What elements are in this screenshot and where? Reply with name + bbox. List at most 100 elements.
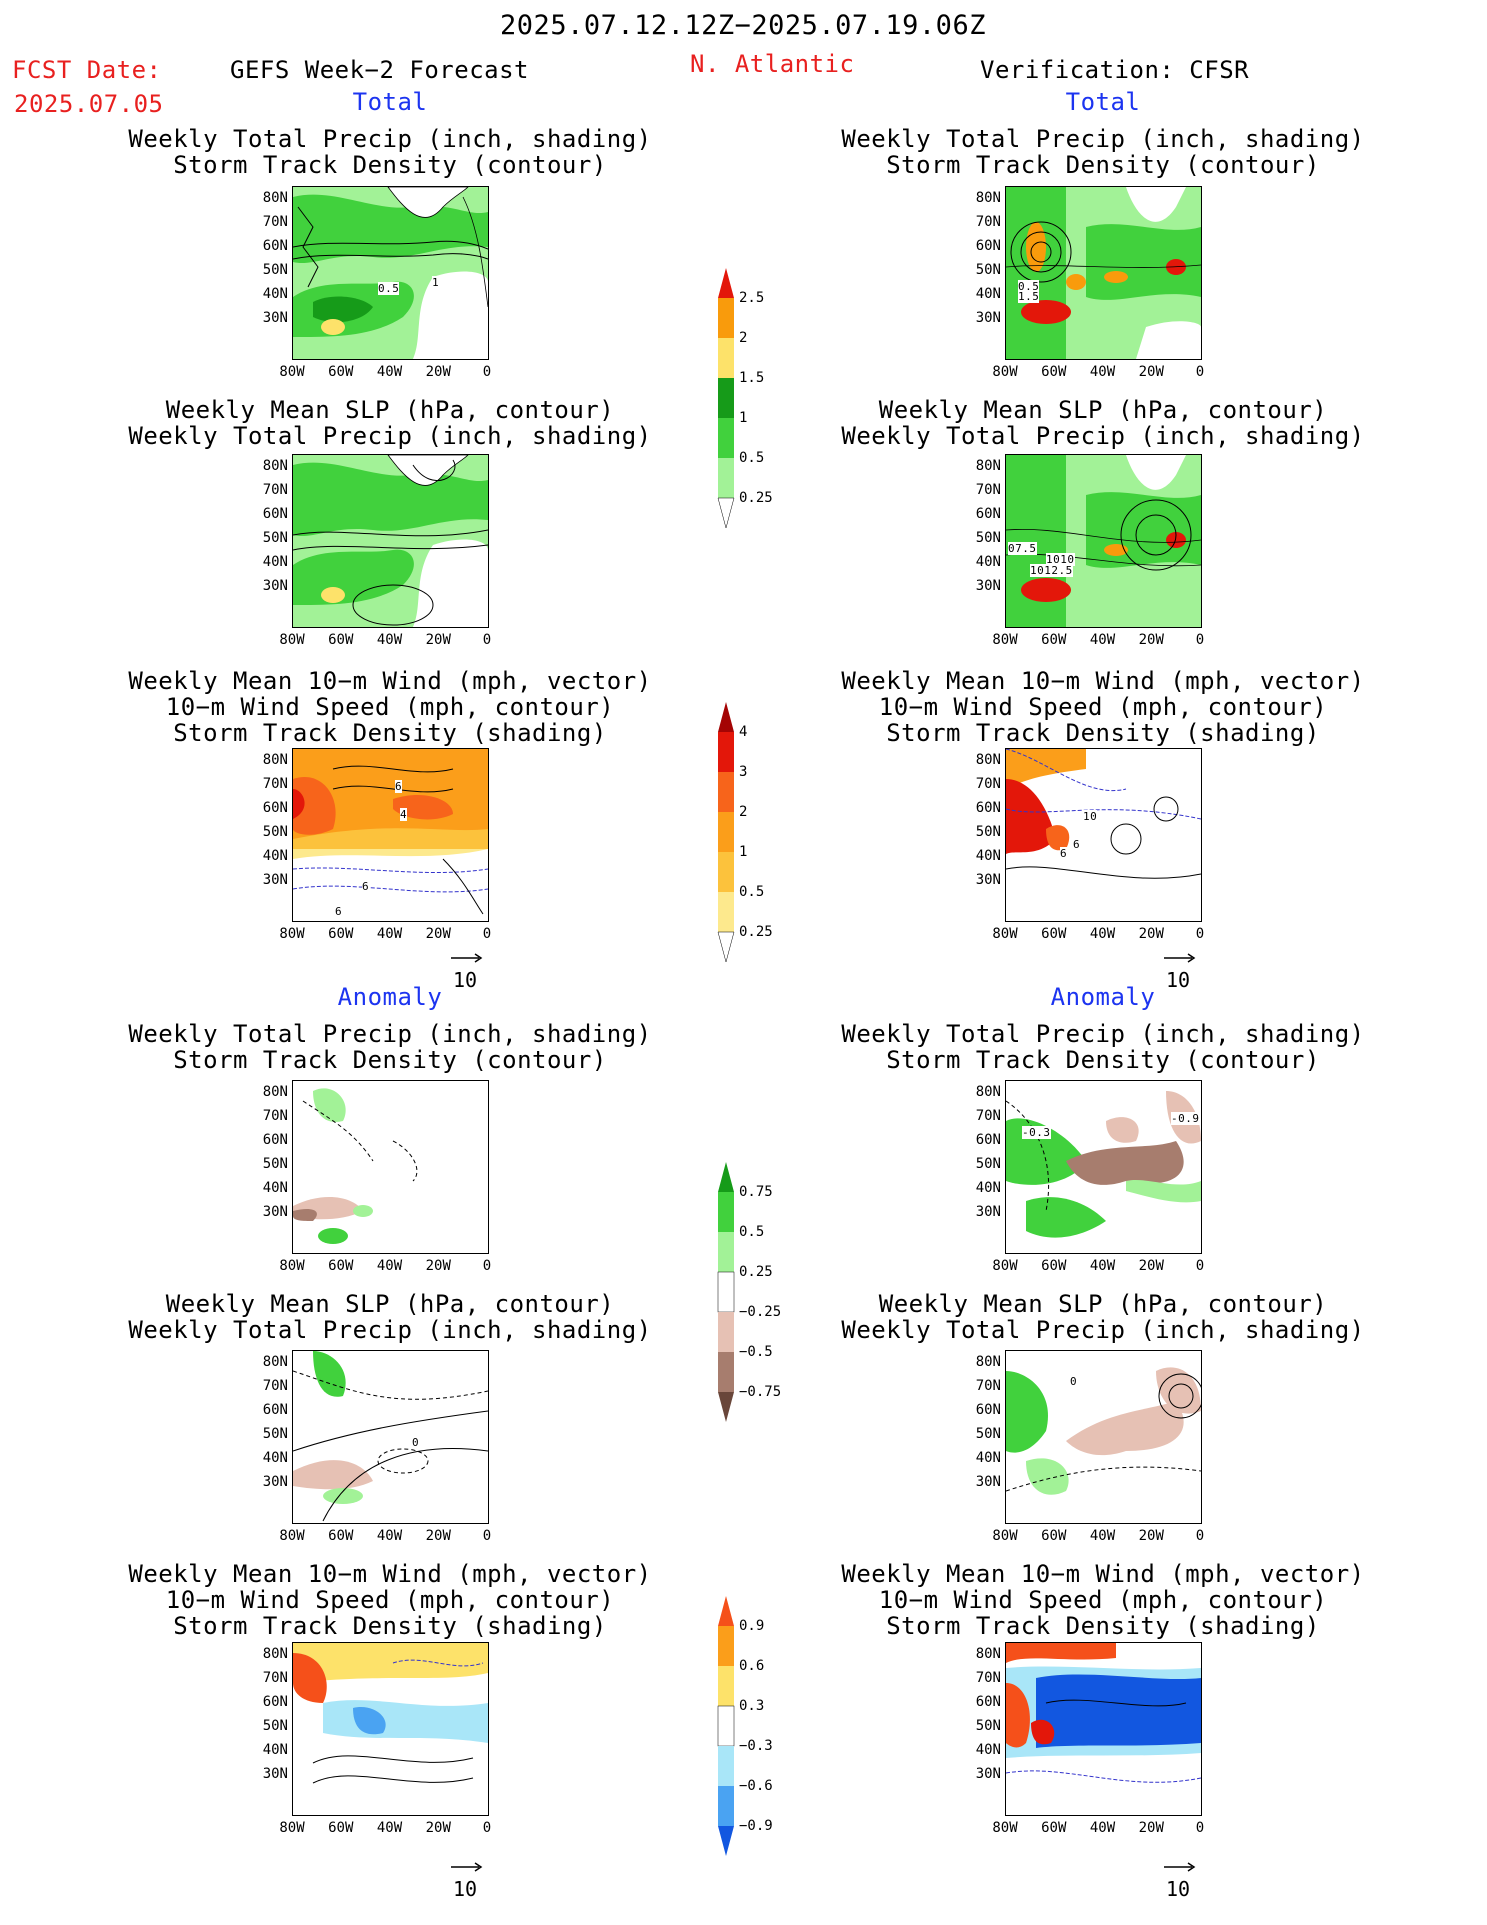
colorbar-track-anom: 0.9 0.6 0.3 −0.3 −0.6 −0.9 <box>717 1596 797 1882</box>
map-total-fc-wind <box>292 748 489 922</box>
lat-tick-label: 80N <box>262 1354 288 1371</box>
lat-tick-label: 50N <box>975 824 1001 841</box>
lon-tick-label: 60W <box>1041 632 1067 648</box>
colorbar-swatch <box>718 1826 734 1856</box>
colorbar-swatch <box>718 1232 734 1272</box>
lat-tick-label: 60N <box>262 1402 288 1419</box>
colorbar-label: 0.6 <box>739 1658 765 1674</box>
colorbar-precip-anom: 0.75 0.5 0.25 −0.25 −0.5 −0.75 <box>717 1162 797 1448</box>
lon-tick-label: 0 <box>482 1528 492 1544</box>
contour-label: 1010 <box>1046 553 1075 566</box>
lon-tick-label: 60W <box>328 632 354 648</box>
lat-tick-label: 50N <box>262 530 288 547</box>
title-total-vf-wind: Weekly Mean 10−m Wind (mph, vector) 10−m… <box>841 667 1365 747</box>
lon-tick-label: 0 <box>1195 1820 1205 1836</box>
colorbar-swatch <box>718 1626 734 1666</box>
lat-tick-label: 40N <box>262 848 288 865</box>
lon-tick-label: 40W <box>376 364 403 380</box>
colorbar-swatch <box>717 497 735 529</box>
lon-tick-label: 20W <box>1138 632 1164 648</box>
lat-tick-label: 60N <box>975 800 1001 817</box>
contour-label: 1012.5 <box>1030 564 1073 577</box>
lon-tick-label: 60W <box>328 1258 354 1274</box>
lat-tick-label: 30N <box>262 872 288 889</box>
lat-tick-label: 60N <box>262 800 288 817</box>
lon-tick-label: 20W <box>1138 364 1164 380</box>
lat-tick-label: 70N <box>975 482 1001 499</box>
colorbar-swatch <box>718 1352 734 1392</box>
lat-tick-label: 80N <box>262 1646 288 1663</box>
colorbar-swatch <box>718 702 734 732</box>
lon-tick-label: 80W <box>992 1820 1018 1836</box>
fcst-date-label: FCST Date: <box>12 56 162 84</box>
map-anom-vf-precip <box>1005 1080 1202 1254</box>
lon-tick-label: 0 <box>482 1258 492 1274</box>
section-total-right: Total <box>1065 88 1141 116</box>
colorbar-swatch <box>718 268 734 298</box>
lat-tick-label: 70N <box>975 1108 1001 1125</box>
colorbar-label: 0.9 <box>739 1618 765 1634</box>
title-anom-fc-wind: Weekly Mean 10−m Wind (mph, vector) 10−m… <box>128 1560 652 1640</box>
section-anomaly-right: Anomaly <box>1050 983 1156 1011</box>
lat-tick-label: 40N <box>975 1450 1001 1467</box>
lat-tick-label: 50N <box>975 1718 1001 1735</box>
lon-tick-label: 40W <box>1089 1258 1116 1274</box>
lat-tick-label: 50N <box>262 824 288 841</box>
contour-label: 6 <box>1060 847 1068 860</box>
contour-label: 6 <box>362 880 370 893</box>
vector-ref-value: 10 <box>453 968 478 992</box>
colorbar-swatch <box>718 338 734 378</box>
lon-tick-label: 20W <box>425 1258 451 1274</box>
lon-tick-label: 80W <box>992 1528 1018 1544</box>
colorbar-swatch <box>718 1746 734 1786</box>
lat-tick-label: 40N <box>975 1742 1001 1759</box>
title-anom-vf-slp: Weekly Mean SLP (hPa, contour) Weekly To… <box>841 1290 1365 1344</box>
colorbar-swatch <box>717 1705 735 1747</box>
contour-label: 6 <box>335 905 343 918</box>
lon-tick-label: 20W <box>1138 1528 1164 1544</box>
colorbar-swatch <box>718 892 734 932</box>
lon-tick-label: 0 <box>1195 364 1205 380</box>
lon-tick-label: 80W <box>279 926 305 942</box>
contour-label: -0.3 <box>1022 1126 1051 1139</box>
lon-tick-label: 40W <box>376 1528 403 1544</box>
colorbar-label: 0.25 <box>739 490 773 506</box>
lat-tick-label: 80N <box>262 1084 288 1101</box>
lon-tick-label: 20W <box>425 1820 451 1836</box>
lon-tick-label: 20W <box>425 926 451 942</box>
colorbar-label: −0.75 <box>739 1384 782 1400</box>
lon-tick-label: 20W <box>1138 1820 1164 1836</box>
colorbar-swatch <box>718 298 734 338</box>
lat-tick-label: 30N <box>975 578 1001 595</box>
lat-tick-label: 40N <box>262 286 288 303</box>
lon-tick-label: 0 <box>1195 1258 1205 1274</box>
lon-tick-label: 0 <box>482 1820 492 1836</box>
lat-tick-label: 60N <box>262 238 288 255</box>
lat-tick-label: 40N <box>975 286 1001 303</box>
colorbar-swatch <box>717 1271 735 1313</box>
colorbar-label: 2 <box>739 804 748 820</box>
lat-tick-label: 80N <box>975 190 1001 207</box>
colorbar-label: 0.25 <box>739 924 773 940</box>
title-total-vf-precip: Weekly Total Precip (inch, shading) Stor… <box>841 125 1365 179</box>
map-anom-fc-precip <box>292 1080 489 1254</box>
colorbar-label: −0.9 <box>739 1818 773 1834</box>
colorbar-svg <box>717 1162 735 1422</box>
lat-tick-label: 70N <box>262 1378 288 1395</box>
lon-tick-label: 60W <box>328 1528 354 1544</box>
period-title: 2025.07.12.12Z−2025.07.19.06Z <box>500 10 986 41</box>
lat-tick-label: 60N <box>975 238 1001 255</box>
map-anom-fc-wind <box>292 1642 489 1816</box>
lon-tick-label: 80W <box>992 632 1018 648</box>
colorbar-precip-total: 2.5 2 1.5 1 0.5 0.25 <box>717 268 797 554</box>
vector-ref-value: 10 <box>453 1877 478 1901</box>
lat-tick-label: 80N <box>975 752 1001 769</box>
lon-tick-label: 80W <box>992 926 1018 942</box>
colorbar-swatch <box>718 1192 734 1232</box>
lon-tick-label: 80W <box>279 632 305 648</box>
lat-tick-label: 50N <box>975 1426 1001 1443</box>
lat-tick-label: 60N <box>262 1694 288 1711</box>
lat-tick-label: 60N <box>262 1132 288 1149</box>
contour-label: 0 <box>412 1436 420 1449</box>
lon-tick-label: 60W <box>1041 1528 1067 1544</box>
